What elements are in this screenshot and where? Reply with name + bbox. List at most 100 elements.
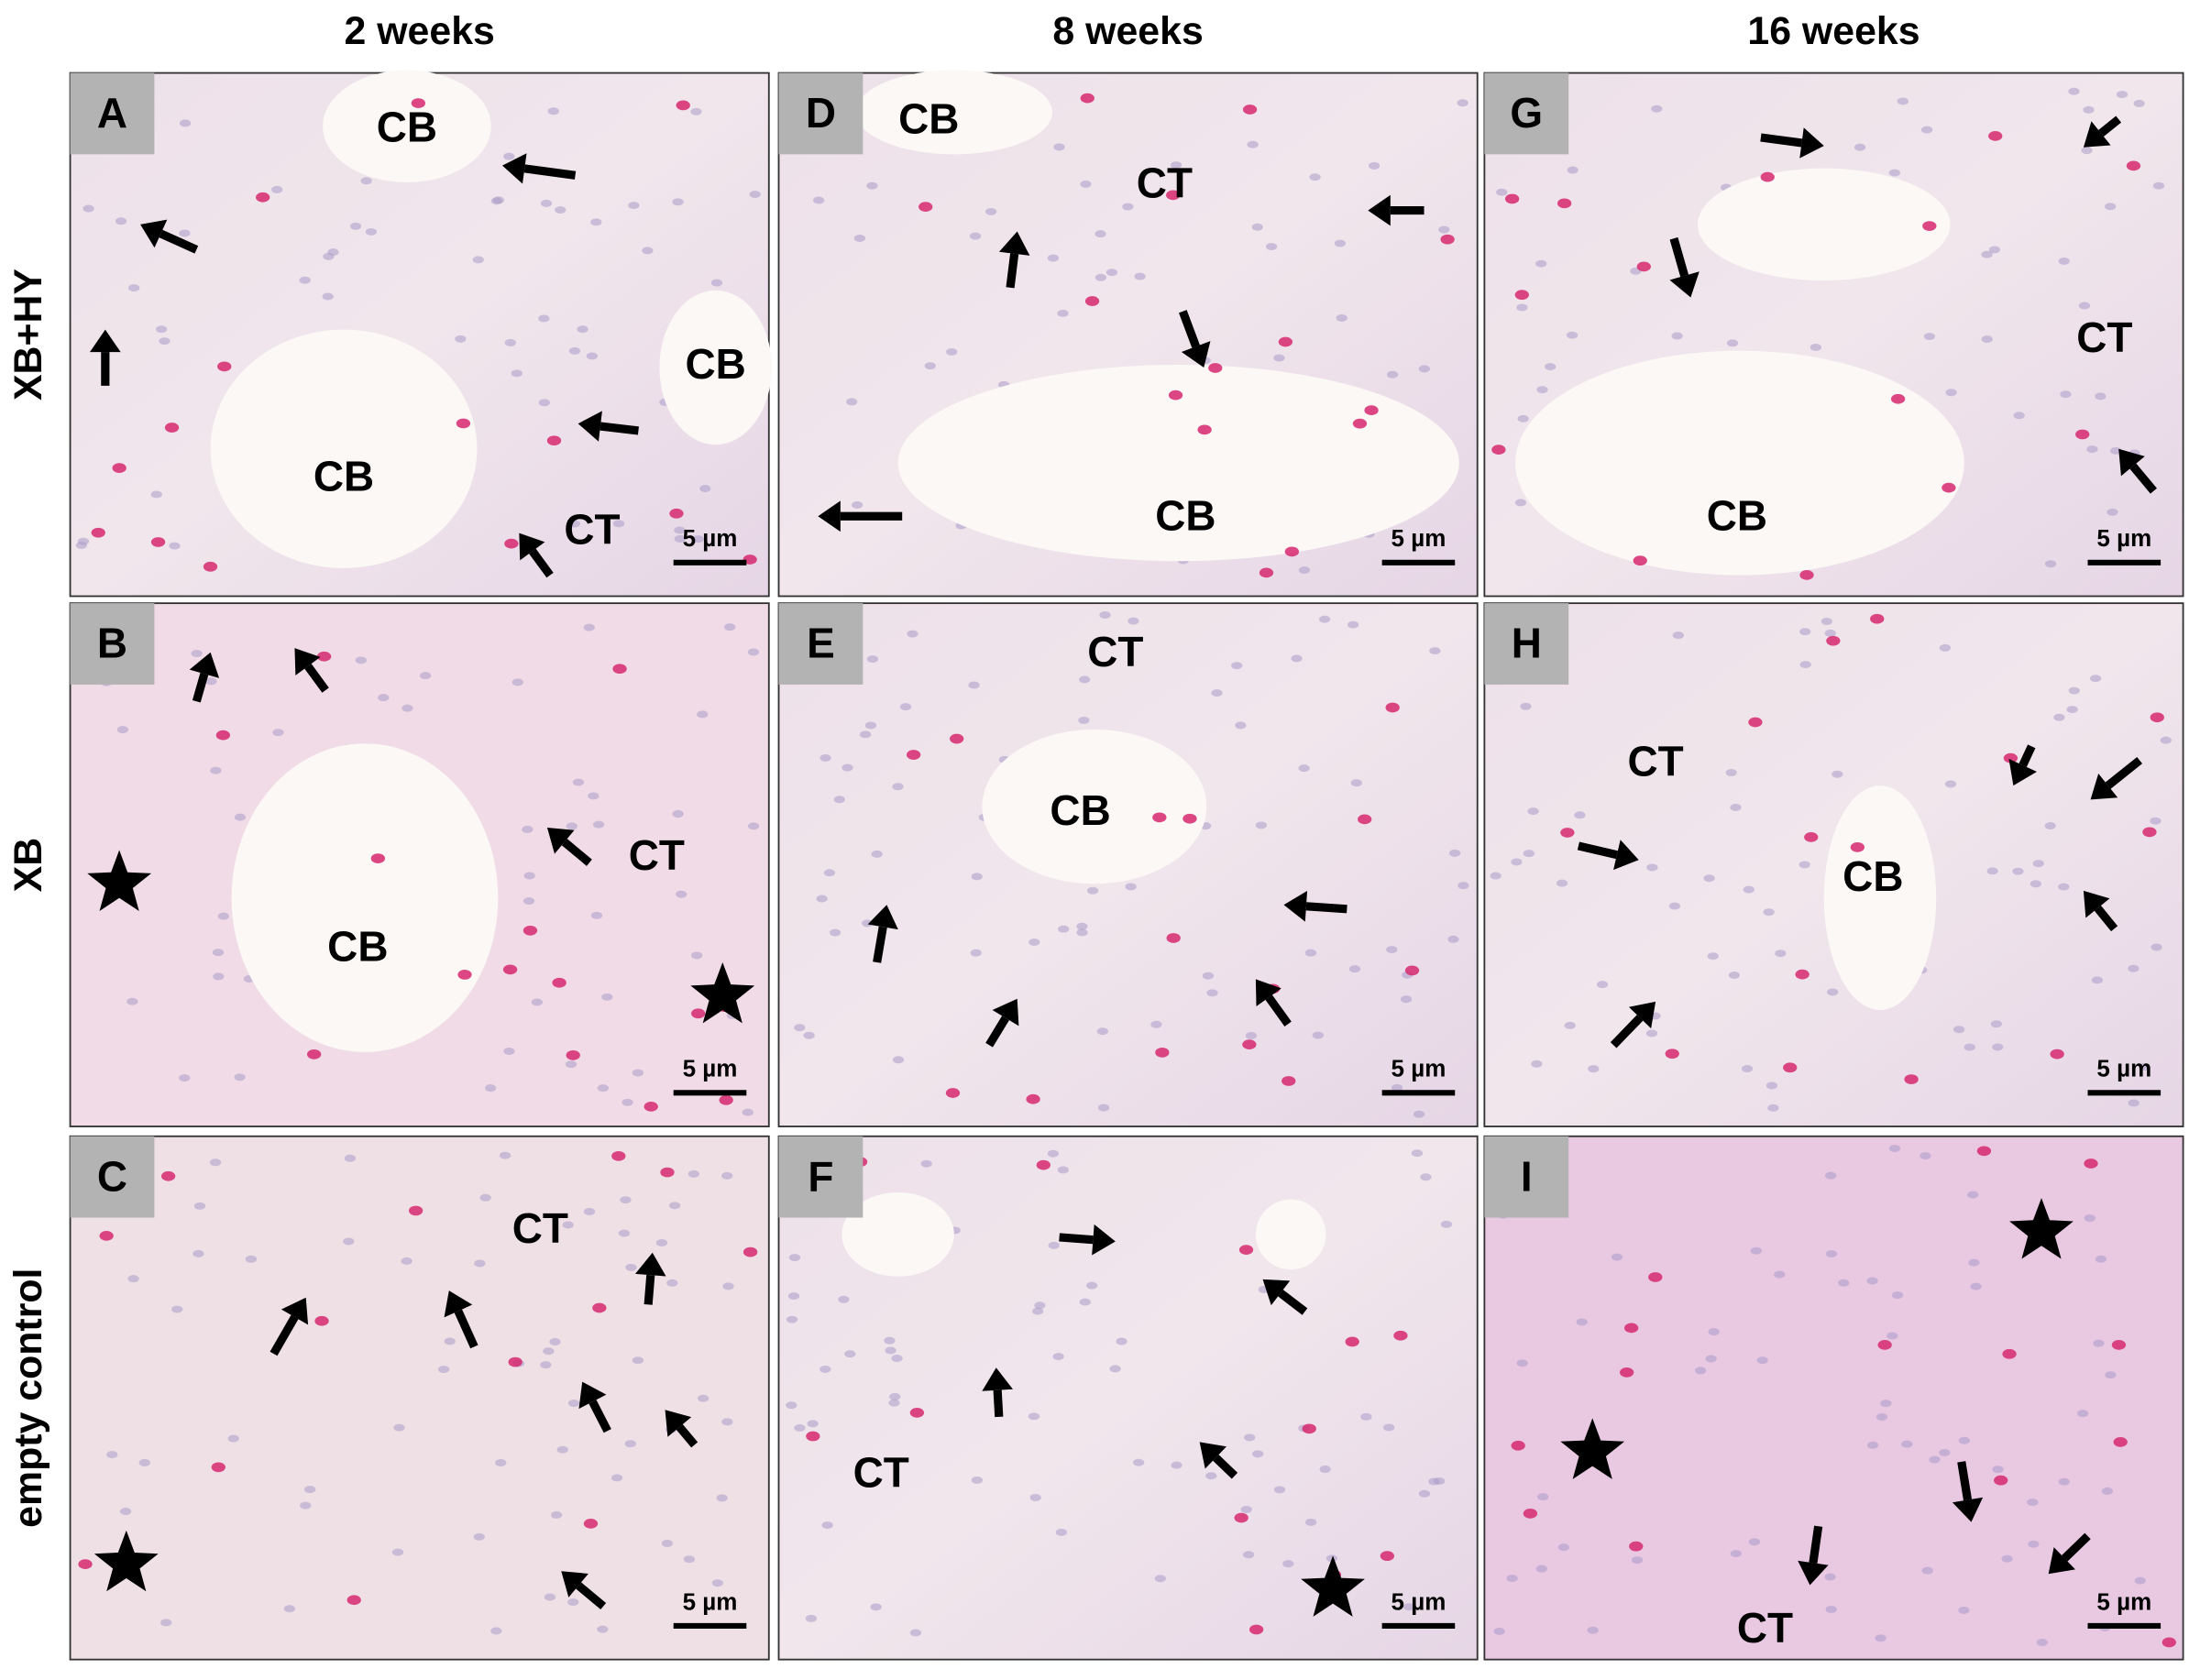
nucleus	[549, 1338, 561, 1346]
arrow-shaft	[523, 164, 577, 180]
stained-cell	[950, 733, 964, 744]
stained-cell	[1760, 171, 1775, 182]
nucleus	[610, 1474, 623, 1482]
nucleus	[674, 526, 686, 534]
arrow-shaft	[159, 229, 199, 254]
nucleus	[1703, 874, 1715, 883]
stained-cell	[150, 537, 166, 547]
arrow-head	[1255, 979, 1282, 1007]
nucleus	[499, 1151, 512, 1159]
stained-cell	[742, 555, 757, 565]
arrow-shaft	[529, 548, 554, 578]
nucleus	[472, 256, 484, 264]
nucleus	[1886, 1332, 1898, 1340]
nucleus	[1875, 1634, 1886, 1642]
nucleus	[1109, 1365, 1121, 1373]
lumen	[842, 1191, 954, 1277]
arrow-head	[1283, 891, 1308, 922]
stained-cell	[1278, 336, 1293, 347]
nucleus	[1400, 995, 1413, 1004]
nucleus	[322, 292, 334, 301]
stained-cell	[1636, 261, 1651, 272]
nucleus	[866, 181, 878, 190]
stained-cell	[552, 977, 566, 988]
stained-cell	[1799, 570, 1814, 580]
stained-cell	[2126, 160, 2141, 171]
star-marker	[1560, 1418, 1625, 1479]
nucleus	[1866, 1441, 1879, 1449]
nucleus	[2093, 1339, 2105, 1347]
nucleus	[179, 119, 192, 127]
nucleus	[628, 202, 640, 210]
nucleus	[786, 1315, 798, 1323]
arrow-shaft	[1006, 253, 1019, 289]
nucleus	[1523, 850, 1534, 858]
nucleus	[829, 928, 842, 937]
arrow-head	[867, 905, 898, 930]
arrow-shaft	[1669, 236, 1689, 278]
stained-cell	[1748, 717, 1763, 728]
nucleus	[864, 721, 877, 730]
nucleus	[1564, 1021, 1576, 1029]
arrow-head	[2083, 121, 2111, 148]
nucleus	[1079, 675, 1091, 684]
nucleus	[1921, 1566, 1933, 1575]
nucleus	[2150, 943, 2162, 951]
nucleus	[538, 399, 550, 407]
stained-cell	[1182, 813, 1197, 824]
nucleus	[859, 730, 872, 739]
arrow-head	[665, 1410, 692, 1437]
nucleus	[2013, 412, 2025, 420]
nucleus	[1298, 764, 1310, 773]
nucleus	[1493, 1627, 1505, 1635]
stained-cell	[1523, 1508, 1538, 1519]
nucleus	[721, 1418, 733, 1426]
nucleus	[1058, 925, 1070, 933]
nucleus	[1273, 1486, 1286, 1494]
nucleus	[473, 1532, 485, 1541]
arrow-shaft	[644, 1274, 655, 1305]
nucleus	[1986, 867, 1998, 875]
lumen	[1823, 785, 1937, 1011]
nucleus	[304, 1486, 316, 1494]
nucleus	[1047, 254, 1060, 262]
nucleus	[234, 813, 247, 821]
nucleus	[969, 232, 982, 240]
stained-cell	[1504, 193, 1520, 204]
nucleus	[698, 1394, 710, 1402]
nucleus	[885, 1346, 896, 1355]
nucleus	[1557, 1543, 1569, 1552]
row-label: XB+HY	[6, 269, 50, 401]
nucleus	[1824, 629, 1836, 637]
stained-cell	[1208, 363, 1223, 373]
arrow-head	[546, 828, 575, 854]
stained-cell	[566, 1049, 580, 1060]
nucleus	[272, 729, 284, 737]
nucleus	[586, 352, 598, 360]
nucleus	[1255, 821, 1268, 829]
arrow-shaft	[454, 1309, 478, 1349]
nucleus	[300, 1501, 312, 1510]
region-label: CT	[2076, 313, 2132, 361]
stained-cell	[160, 1170, 176, 1181]
stained-cell	[1364, 405, 1379, 415]
nucleus	[150, 490, 162, 499]
nucleus	[1438, 225, 1450, 234]
stained-cell	[217, 361, 232, 372]
nucleus	[592, 820, 605, 829]
stained-cell	[1826, 635, 1841, 646]
nucleus	[620, 1196, 632, 1204]
nucleus	[504, 338, 516, 346]
region-label: CT	[629, 831, 685, 879]
nucleus	[597, 1625, 609, 1633]
nucleus	[1206, 989, 1218, 997]
stained-cell	[99, 1231, 114, 1241]
column-header: 2 weeks	[344, 9, 494, 53]
nucleus	[833, 796, 845, 804]
panel-letter-box	[778, 603, 864, 685]
arrow-shaft	[2129, 463, 2157, 494]
row-label: XB	[6, 838, 50, 893]
arrow-head	[1613, 840, 1639, 871]
nucleus	[438, 1366, 450, 1374]
stained-cell	[1155, 1047, 1170, 1058]
